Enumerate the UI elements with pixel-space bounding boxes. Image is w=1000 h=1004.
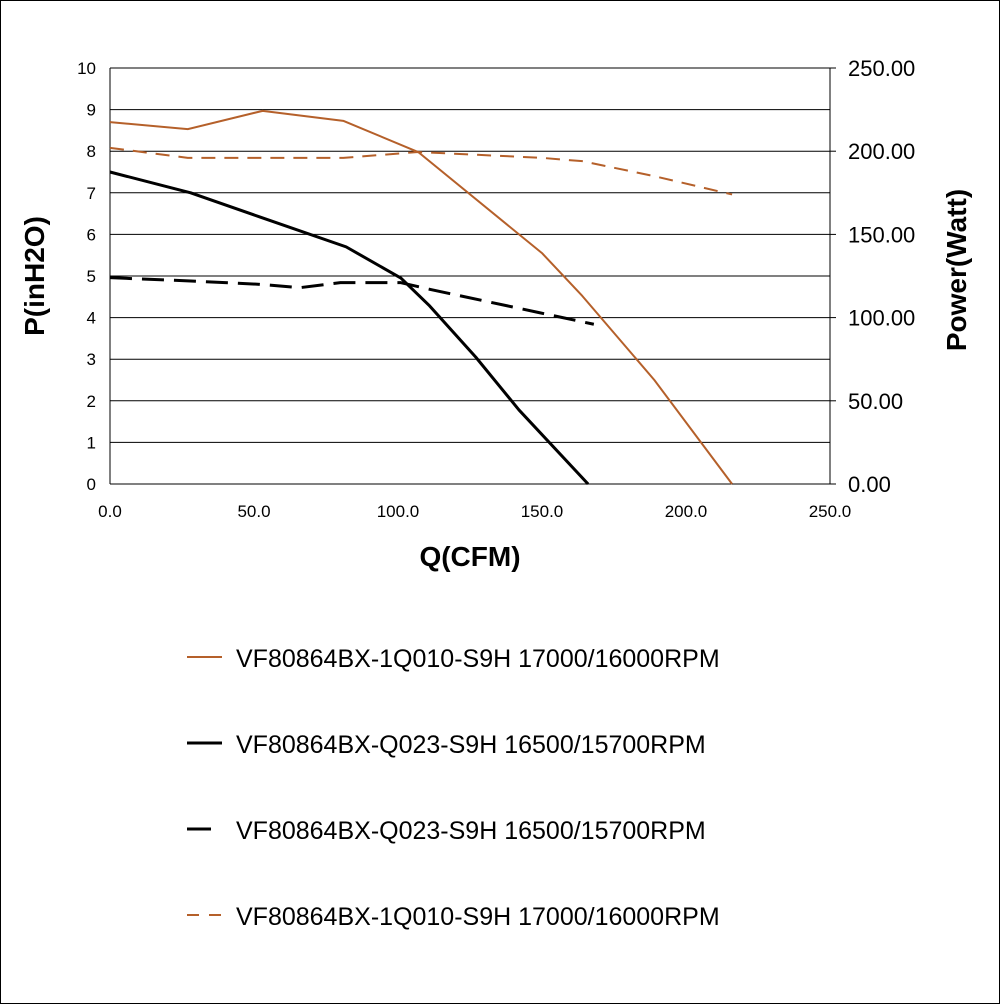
y2-tick-label: 150.00 xyxy=(848,222,915,247)
y2-tick-label: 250.00 xyxy=(848,56,915,81)
x-tick-label: 150.0 xyxy=(521,502,564,521)
y-tick-label: 10 xyxy=(77,59,96,78)
x-tick-label: 0.0 xyxy=(98,502,122,521)
y-tick-label: 0 xyxy=(87,475,96,494)
y-tick-label: 4 xyxy=(87,309,96,328)
y-tick-label: 1 xyxy=(87,433,96,452)
y2-tick-label: 0.00 xyxy=(848,472,891,497)
legend-label: VF80864BX-Q023-S9H 16500/15700RPM xyxy=(236,817,706,845)
y2-tick-label: 200.00 xyxy=(848,139,915,164)
y-tick-label: 2 xyxy=(87,392,96,411)
y2-axis-title: Power(Watt) xyxy=(941,189,972,351)
x-tick-label: 50.0 xyxy=(237,502,270,521)
x-axis-title: Q(CFM) xyxy=(419,541,520,572)
legend-label: VF80864BX-1Q010-S9H 17000/16000RPM xyxy=(236,645,720,673)
x-tick-label: 250.0 xyxy=(809,502,852,521)
y2-tick-label: 100.00 xyxy=(848,306,915,331)
y-tick-label: 7 xyxy=(87,184,96,203)
y-tick-label: 5 xyxy=(87,267,96,286)
y-tick-label: 3 xyxy=(87,350,96,369)
y-axis-title: P(inH2O) xyxy=(19,216,50,336)
x-tick-label: 100.0 xyxy=(377,502,420,521)
series-line-1 xyxy=(109,170,590,486)
legend-label: VF80864BX-1Q010-S9H 17000/16000RPM xyxy=(236,903,720,931)
series-line-2 xyxy=(109,276,595,326)
y-tick-label: 9 xyxy=(87,101,96,120)
legend-label: VF80864BX-Q023-S9H 16500/15700RPM xyxy=(236,731,706,759)
x-tick-label: 200.0 xyxy=(665,502,708,521)
y-tick-label: 6 xyxy=(87,225,96,244)
y2-tick-label: 50.00 xyxy=(848,389,903,414)
series-line-3 xyxy=(109,146,733,196)
y-tick-label: 8 xyxy=(87,142,96,161)
